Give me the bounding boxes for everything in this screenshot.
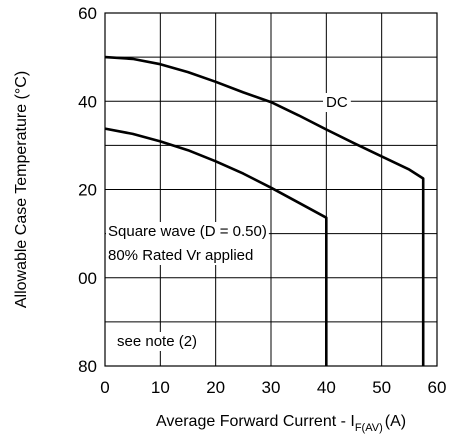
rated-vr-label: 80% Rated Vr applied bbox=[108, 247, 253, 264]
tick-labels: 0 10 20 30 40 50 60 80 00 20 40 60 bbox=[78, 4, 446, 397]
x-axis-title: Average Forward Current - IF(AV) (A) bbox=[156, 413, 406, 434]
x-tick-label: 20 bbox=[206, 378, 225, 397]
square-wave-label: Square wave (D = 0.50) bbox=[108, 223, 267, 240]
y-tick-label: 60 bbox=[78, 4, 97, 23]
plot-frame bbox=[104, 12, 438, 367]
x-tick-label: 40 bbox=[317, 378, 336, 397]
y-axis-title: Allowable Case Temperature (°C) bbox=[13, 71, 30, 308]
dc-label-background bbox=[323, 93, 351, 112]
y-tick-label: 40 bbox=[78, 92, 97, 111]
square-wave-label-background bbox=[106, 222, 269, 265]
y-tick-label: 20 bbox=[78, 181, 97, 200]
curves bbox=[104, 55, 425, 366]
dc-label: DC bbox=[326, 94, 348, 111]
square-wave-curve bbox=[104, 127, 328, 366]
x-tick-label: 60 bbox=[428, 378, 447, 397]
x-axis-title-unit: (A) bbox=[385, 413, 406, 430]
grid bbox=[105, 13, 437, 366]
y-tick-label: 80 bbox=[78, 357, 97, 376]
x-axis-title-subscript: F(AV) bbox=[355, 422, 383, 434]
x-tick-label: 30 bbox=[262, 378, 281, 397]
x-tick-label: 50 bbox=[372, 378, 391, 397]
see-note-label: see note (2) bbox=[117, 333, 197, 350]
x-tick-label: 0 bbox=[100, 378, 109, 397]
y-tick-label: 00 bbox=[78, 269, 97, 288]
x-axis-title-main: Average Forward Current - I bbox=[156, 413, 355, 430]
dc-curve bbox=[104, 55, 425, 366]
x-tick-label: 10 bbox=[151, 378, 170, 397]
note-label-background bbox=[114, 332, 201, 351]
